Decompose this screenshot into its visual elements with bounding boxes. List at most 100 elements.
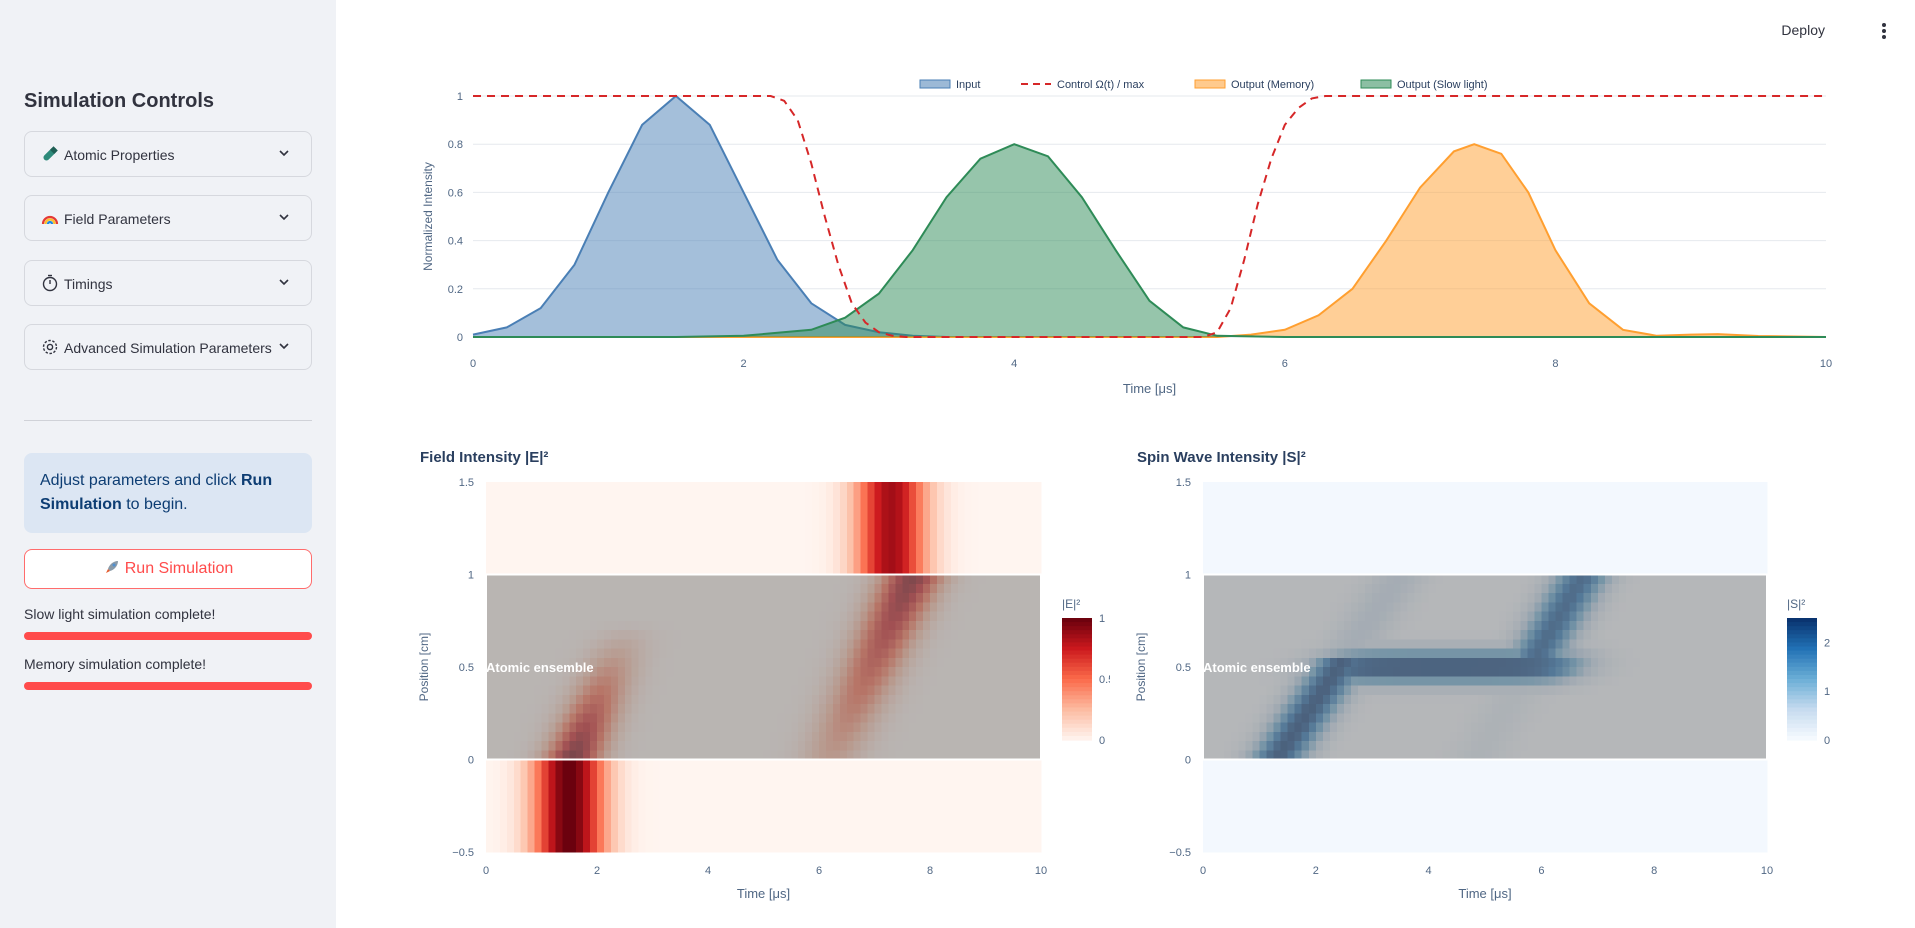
heatmap-cell bbox=[653, 843, 661, 853]
heatmap-cell bbox=[743, 760, 751, 770]
heatmap-cell bbox=[597, 815, 605, 825]
heatmap-cell bbox=[625, 769, 633, 779]
heatmap-cell bbox=[521, 769, 529, 779]
heatmap-cell bbox=[1274, 547, 1282, 557]
heatmap-cell bbox=[611, 769, 619, 779]
heatmap-cell bbox=[1478, 797, 1486, 807]
heatmap-cell bbox=[1485, 538, 1493, 548]
heatmap-cell bbox=[951, 843, 959, 853]
heatmap-cell bbox=[542, 556, 550, 566]
heatmap-cell bbox=[1224, 556, 1232, 566]
vertical-dots-icon[interactable] bbox=[1879, 22, 1889, 40]
heatmap-cell bbox=[819, 547, 827, 557]
heatmap-cell bbox=[1252, 482, 1260, 492]
heatmap-cell bbox=[965, 778, 973, 788]
heatmap-cell bbox=[1224, 843, 1232, 853]
expander-timings[interactable]: Timings bbox=[24, 260, 312, 306]
heatmap-cell bbox=[1259, 815, 1267, 825]
heatmap-cell bbox=[1393, 501, 1401, 511]
heatmap-cell bbox=[514, 510, 522, 520]
heatmap-cell bbox=[569, 806, 577, 816]
heatmap-cell bbox=[1337, 510, 1345, 520]
heatmap-cell bbox=[895, 547, 903, 557]
x-tick-label: 10 bbox=[1820, 358, 1832, 370]
heatmap-cell bbox=[687, 556, 695, 566]
heatmap-cell bbox=[1020, 519, 1028, 529]
heatmap-cell bbox=[798, 843, 806, 853]
heatmap-cell bbox=[1464, 787, 1472, 797]
heatmap-cell bbox=[590, 510, 598, 520]
heatmap-cell bbox=[535, 834, 543, 844]
heatmap-cell bbox=[618, 538, 626, 548]
heatmap-cell bbox=[611, 834, 619, 844]
heatmap-cell bbox=[1006, 528, 1014, 538]
heatmap-cell bbox=[653, 491, 661, 501]
heatmap-cell bbox=[1274, 482, 1282, 492]
colorbar-segment bbox=[1062, 630, 1092, 635]
expander-label: Field Parameters bbox=[64, 211, 171, 227]
heatmap-cell bbox=[992, 815, 1000, 825]
heatmap-cell bbox=[1400, 519, 1408, 529]
heatmap-cell bbox=[923, 787, 931, 797]
heatmap-cell bbox=[729, 528, 737, 538]
heatmap-cell bbox=[1323, 834, 1331, 844]
heatmap-cell bbox=[1450, 510, 1458, 520]
heatmap-cell bbox=[680, 556, 688, 566]
heatmap-cell bbox=[1245, 519, 1253, 529]
heatmap-cell bbox=[736, 556, 744, 566]
heatmap-cell bbox=[500, 843, 508, 853]
heatmap-cell bbox=[861, 778, 869, 788]
heatmap-cell bbox=[958, 760, 966, 770]
run-simulation-button[interactable]: Run Simulation bbox=[24, 549, 312, 589]
heatmap-cell bbox=[715, 787, 723, 797]
heatmap-cell bbox=[542, 778, 550, 788]
heatmap-cell bbox=[555, 797, 563, 807]
heatmap-cell bbox=[583, 519, 591, 529]
heatmap-cell bbox=[812, 787, 820, 797]
heatmap-cell bbox=[833, 843, 841, 853]
heatmap-cell bbox=[715, 797, 723, 807]
colorbar-segment bbox=[1062, 659, 1092, 664]
heatmap-cell bbox=[847, 501, 855, 511]
heatmap-cell bbox=[1027, 843, 1035, 853]
heatmap-cell bbox=[1450, 787, 1458, 797]
heatmap-cell bbox=[1245, 778, 1253, 788]
heatmap-cell bbox=[618, 843, 626, 853]
gear-icon bbox=[41, 338, 59, 356]
expander-atomic-properties[interactable]: Atomic Properties bbox=[24, 131, 312, 177]
heatmap-cell bbox=[1203, 519, 1211, 529]
heatmap-cell bbox=[639, 824, 647, 834]
heatmap-cell bbox=[729, 491, 737, 501]
heatmap-cell bbox=[1443, 547, 1451, 557]
heatmap-cell bbox=[548, 815, 556, 825]
heatmap-cell bbox=[784, 806, 792, 816]
heatmap-cell bbox=[493, 556, 501, 566]
heatmap-cell bbox=[1344, 769, 1352, 779]
heatmap-cell bbox=[805, 834, 813, 844]
heatmap-cell bbox=[1302, 538, 1310, 548]
heatmap-cell bbox=[1295, 769, 1303, 779]
heatmap-cell bbox=[777, 787, 785, 797]
heatmap-cell bbox=[659, 538, 667, 548]
heatmap-cell bbox=[861, 538, 869, 548]
heatmap-cell bbox=[1415, 806, 1423, 816]
heatmap-cell bbox=[1393, 482, 1401, 492]
expander-advanced-simulation-parameters[interactable]: Advanced Simulation Parameters bbox=[24, 324, 312, 370]
deploy-button[interactable]: Deploy bbox=[1781, 22, 1825, 38]
heatmap-cell bbox=[639, 806, 647, 816]
heatmap-cell bbox=[639, 769, 647, 779]
heatmap-cell bbox=[1337, 547, 1345, 557]
heatmap-cell bbox=[1288, 824, 1296, 834]
heatmap-cell bbox=[1492, 519, 1500, 529]
heatmap-cell bbox=[937, 797, 945, 807]
expander-field-parameters[interactable]: Field Parameters bbox=[24, 195, 312, 241]
heatmap-cell bbox=[653, 815, 661, 825]
heatmap-cell bbox=[916, 538, 924, 548]
heatmap-cell bbox=[1422, 528, 1430, 538]
heatmap-cell bbox=[770, 787, 778, 797]
heatmap-cell bbox=[736, 824, 744, 834]
heatmap-cell bbox=[770, 501, 778, 511]
heatmap-cell bbox=[1436, 815, 1444, 825]
heatmap-cell bbox=[937, 806, 945, 816]
heatmap-cell bbox=[847, 778, 855, 788]
